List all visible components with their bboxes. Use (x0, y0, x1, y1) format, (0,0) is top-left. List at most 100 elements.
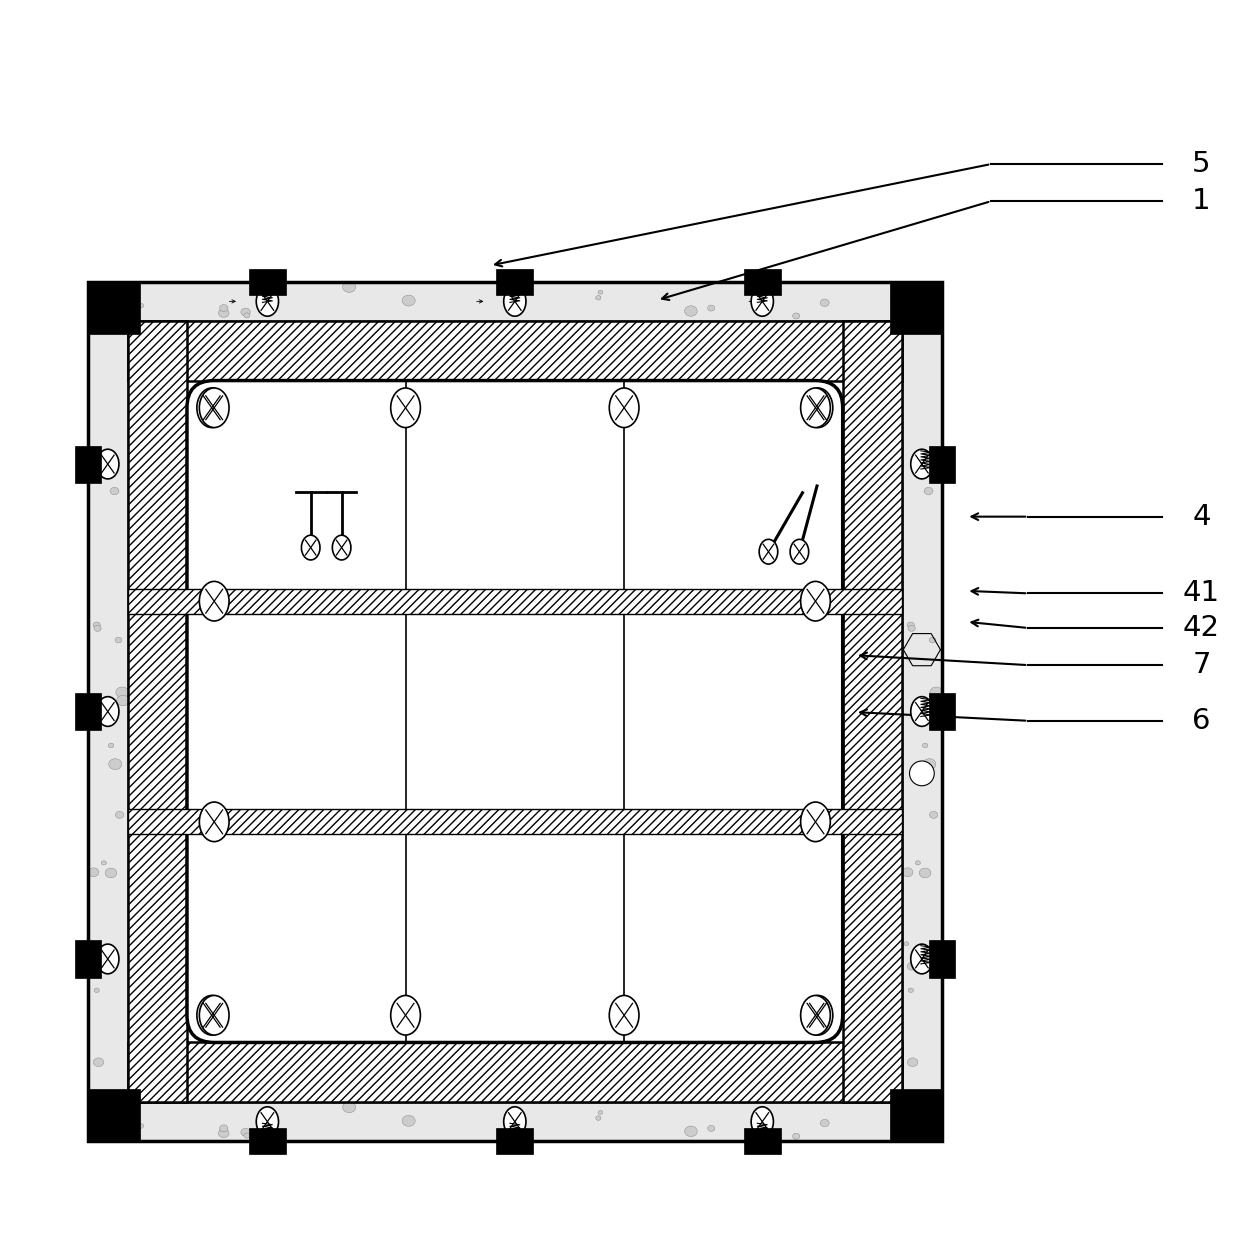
Bar (249, 269, 286, 295)
Ellipse shape (102, 860, 107, 865)
Ellipse shape (801, 582, 831, 620)
Ellipse shape (930, 687, 942, 698)
Ellipse shape (218, 1129, 229, 1138)
Ellipse shape (890, 299, 901, 309)
Bar (128, 809, 901, 834)
Ellipse shape (930, 811, 937, 819)
Ellipse shape (503, 1107, 526, 1137)
Ellipse shape (97, 450, 119, 479)
Ellipse shape (218, 309, 229, 318)
Ellipse shape (929, 637, 936, 643)
Ellipse shape (115, 811, 124, 819)
Bar (496, 269, 533, 295)
Ellipse shape (751, 1107, 774, 1137)
Ellipse shape (93, 1058, 104, 1066)
Ellipse shape (200, 996, 229, 1035)
Ellipse shape (200, 582, 229, 620)
Text: 42: 42 (1183, 614, 1220, 642)
Ellipse shape (595, 1115, 601, 1120)
Ellipse shape (117, 696, 129, 706)
Ellipse shape (904, 942, 909, 946)
Ellipse shape (219, 1125, 228, 1132)
Bar (88, 322, 128, 1102)
Ellipse shape (804, 388, 833, 427)
Bar (929, 446, 955, 482)
Ellipse shape (915, 860, 920, 865)
Bar (890, 1089, 941, 1142)
Bar (929, 693, 955, 730)
Ellipse shape (391, 388, 420, 427)
Bar (88, 1102, 941, 1142)
Ellipse shape (903, 868, 913, 877)
Ellipse shape (890, 1119, 901, 1129)
Ellipse shape (919, 868, 931, 878)
Ellipse shape (595, 295, 601, 300)
Ellipse shape (821, 1119, 830, 1127)
Ellipse shape (910, 697, 932, 726)
Bar (74, 446, 100, 482)
Ellipse shape (910, 450, 932, 479)
Bar (128, 322, 901, 381)
Text: 6: 6 (1192, 707, 1210, 735)
Ellipse shape (684, 1127, 697, 1137)
Ellipse shape (790, 539, 808, 564)
Bar (901, 322, 941, 1102)
Bar (929, 941, 955, 977)
Ellipse shape (94, 988, 99, 992)
Bar (88, 281, 140, 334)
Ellipse shape (257, 286, 279, 317)
Ellipse shape (244, 313, 250, 318)
Ellipse shape (931, 696, 944, 706)
Bar (128, 1042, 901, 1102)
Ellipse shape (708, 1125, 714, 1132)
Ellipse shape (923, 744, 928, 747)
Bar (744, 1128, 781, 1154)
Ellipse shape (908, 988, 914, 992)
Ellipse shape (708, 305, 714, 311)
Ellipse shape (503, 286, 526, 317)
Ellipse shape (908, 1058, 918, 1066)
Ellipse shape (792, 1133, 800, 1139)
Bar (88, 281, 941, 1142)
Bar (74, 693, 100, 730)
Ellipse shape (801, 803, 831, 842)
Ellipse shape (684, 305, 697, 317)
Ellipse shape (598, 290, 603, 294)
Ellipse shape (97, 697, 119, 726)
Ellipse shape (138, 304, 144, 308)
Ellipse shape (197, 996, 227, 1035)
Ellipse shape (241, 308, 250, 315)
Ellipse shape (110, 487, 119, 495)
Bar (843, 322, 901, 1102)
Text: 5: 5 (1192, 149, 1210, 178)
Ellipse shape (91, 942, 94, 946)
Ellipse shape (391, 996, 420, 1035)
Bar (88, 1102, 941, 1142)
Ellipse shape (804, 996, 833, 1035)
Ellipse shape (105, 868, 117, 878)
Ellipse shape (923, 759, 936, 770)
Ellipse shape (801, 996, 831, 1035)
Ellipse shape (908, 962, 916, 970)
Bar (128, 322, 901, 381)
Ellipse shape (257, 1107, 279, 1137)
Ellipse shape (759, 539, 777, 564)
Ellipse shape (109, 759, 122, 770)
Bar (744, 269, 781, 295)
Ellipse shape (197, 388, 227, 427)
Ellipse shape (200, 388, 229, 427)
Ellipse shape (108, 744, 114, 747)
Ellipse shape (94, 625, 102, 632)
Ellipse shape (241, 1128, 250, 1137)
Ellipse shape (908, 1114, 918, 1123)
Bar (496, 1128, 533, 1154)
Bar (128, 322, 187, 1102)
Bar (128, 589, 901, 614)
Ellipse shape (342, 1102, 356, 1113)
Text: 41: 41 (1183, 579, 1220, 608)
Ellipse shape (88, 868, 99, 877)
Bar (843, 322, 901, 1102)
Bar (88, 281, 941, 322)
Bar (74, 941, 100, 977)
Ellipse shape (93, 622, 100, 628)
